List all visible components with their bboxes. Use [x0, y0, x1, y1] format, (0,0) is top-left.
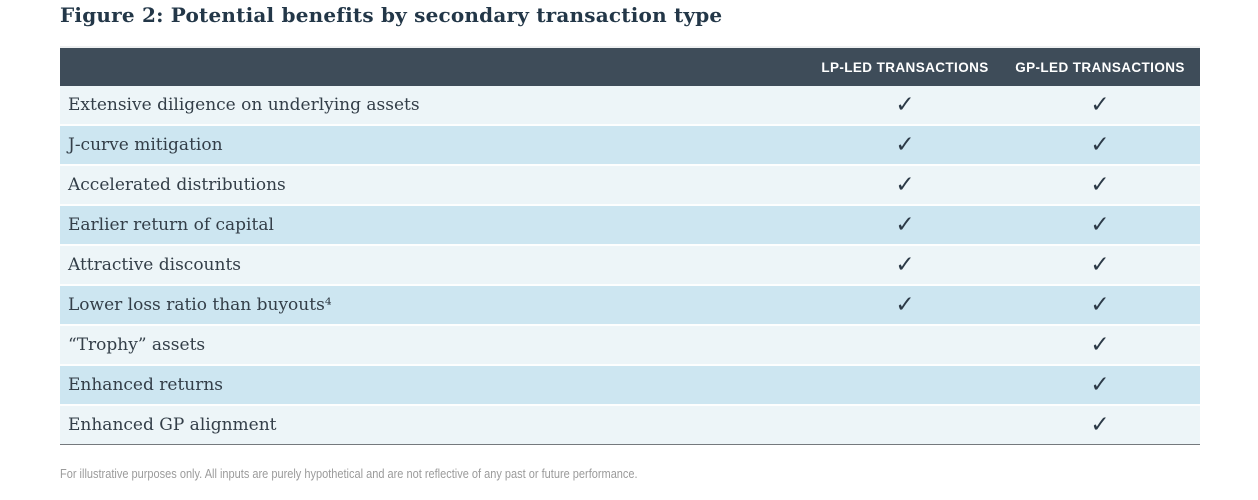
benefits-table: LP-LED TRANSACTIONS GP-LED TRANSACTIONS … — [60, 46, 1200, 445]
checkmark-icon: ✓ — [1090, 371, 1110, 398]
gp-check-cell: ✓ — [1000, 411, 1200, 438]
row-label: “Trophy” assets — [68, 335, 206, 355]
checkmark-icon: ✓ — [895, 291, 915, 318]
checkmark-icon: ✓ — [1090, 171, 1110, 198]
row-label: Enhanced GP alignment — [68, 415, 277, 435]
checkmark-icon: ✓ — [1090, 131, 1110, 158]
table-row: J-curve mitigation ✓ ✓ — [60, 126, 1200, 166]
footnote: For illustrative purposes only. All inpu… — [60, 467, 638, 481]
gp-check-cell: ✓ — [1000, 331, 1200, 358]
gp-check-cell: ✓ — [1000, 211, 1200, 238]
table-row: Extensive diligence on underlying assets… — [60, 86, 1200, 126]
lp-check-cell: ✓ — [810, 131, 1000, 158]
row-label: Accelerated distributions — [68, 175, 286, 195]
table-row: Lower loss ratio than buyouts⁴ ✓ ✓ — [60, 286, 1200, 326]
checkmark-icon: ✓ — [1090, 91, 1110, 118]
row-label: J-curve mitigation — [68, 135, 223, 155]
figure-title: Figure 2: Potential benefits by secondar… — [60, 3, 723, 27]
table-row: Enhanced GP alignment ✓ — [60, 406, 1200, 445]
gp-check-cell: ✓ — [1000, 251, 1200, 278]
table-row: Enhanced returns ✓ — [60, 366, 1200, 406]
table-row: Earlier return of capital ✓ ✓ — [60, 206, 1200, 246]
row-label: Earlier return of capital — [68, 215, 274, 235]
checkmark-icon: ✓ — [1090, 291, 1110, 318]
lp-check-cell: ✓ — [810, 211, 1000, 238]
gp-check-cell: ✓ — [1000, 91, 1200, 118]
table-row: Attractive discounts ✓ ✓ — [60, 246, 1200, 286]
gp-check-cell: ✓ — [1000, 131, 1200, 158]
row-label: Enhanced returns — [68, 375, 224, 395]
lp-check-cell: ✓ — [810, 171, 1000, 198]
gp-check-cell: ✓ — [1000, 291, 1200, 318]
gp-check-cell: ✓ — [1000, 371, 1200, 398]
table-row: Accelerated distributions ✓ ✓ — [60, 166, 1200, 206]
checkmark-icon: ✓ — [1090, 331, 1110, 358]
checkmark-icon: ✓ — [895, 91, 915, 118]
lp-check-cell: ✓ — [810, 251, 1000, 278]
column-header-gp-led: GP-LED TRANSACTIONS — [1015, 59, 1185, 75]
lp-check-cell: ✓ — [810, 291, 1000, 318]
checkmark-icon: ✓ — [895, 251, 915, 278]
column-header-lp-led: LP-LED TRANSACTIONS — [821, 59, 989, 75]
checkmark-icon: ✓ — [1090, 251, 1110, 278]
lp-check-cell: ✓ — [810, 91, 1000, 118]
checkmark-icon: ✓ — [895, 211, 915, 238]
row-label: Lower loss ratio than buyouts⁴ — [68, 295, 332, 315]
checkmark-icon: ✓ — [1090, 411, 1110, 438]
checkmark-icon: ✓ — [1090, 211, 1110, 238]
checkmark-icon: ✓ — [895, 171, 915, 198]
row-label: Attractive discounts — [68, 255, 242, 275]
table-header-row: LP-LED TRANSACTIONS GP-LED TRANSACTIONS — [60, 48, 1200, 86]
checkmark-icon: ✓ — [895, 131, 915, 158]
gp-check-cell: ✓ — [1000, 171, 1200, 198]
row-label: Extensive diligence on underlying assets — [68, 95, 420, 115]
table-row: “Trophy” assets ✓ — [60, 326, 1200, 366]
